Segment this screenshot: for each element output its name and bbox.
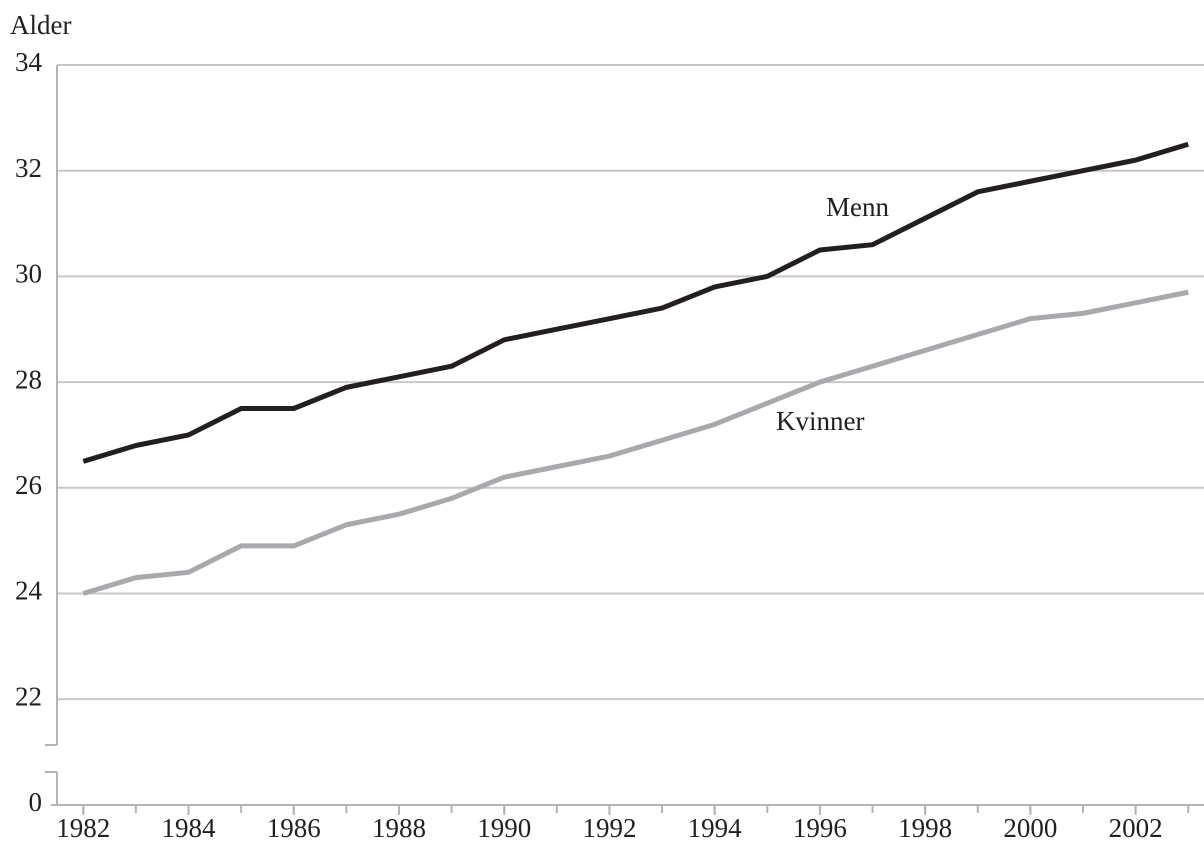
y-tick-label: 0 xyxy=(29,787,43,817)
x-tick-label: 1990 xyxy=(477,813,531,841)
x-tick-label: 1998 xyxy=(898,813,952,841)
y-tick-label: 32 xyxy=(15,153,42,183)
y-tick-label: 24 xyxy=(15,576,43,606)
y-tick-label: 28 xyxy=(15,364,42,394)
series-line xyxy=(82,141,1189,464)
series-label: Kvinner xyxy=(776,406,864,436)
y-tick-label: 26 xyxy=(15,470,42,500)
x-tick-label: 1988 xyxy=(372,813,426,841)
x-tick-label: 2002 xyxy=(1109,813,1163,841)
x-tick-label: 1994 xyxy=(688,813,743,841)
y-tick-label: 30 xyxy=(15,259,42,289)
x-tick-label: 1996 xyxy=(793,813,847,841)
x-tick-label: 1992 xyxy=(582,813,636,841)
y-tick-label: 34 xyxy=(15,47,43,77)
x-tick-label: 2000 xyxy=(1003,813,1057,841)
x-tick-label: 1982 xyxy=(56,813,110,841)
x-tick-label: 1986 xyxy=(267,813,321,841)
series-label: Menn xyxy=(826,192,889,222)
y-axis-label: Alder xyxy=(10,10,71,40)
y-tick-label: 22 xyxy=(15,681,42,711)
series-line xyxy=(82,289,1189,596)
x-tick-label: 1984 xyxy=(162,813,217,841)
